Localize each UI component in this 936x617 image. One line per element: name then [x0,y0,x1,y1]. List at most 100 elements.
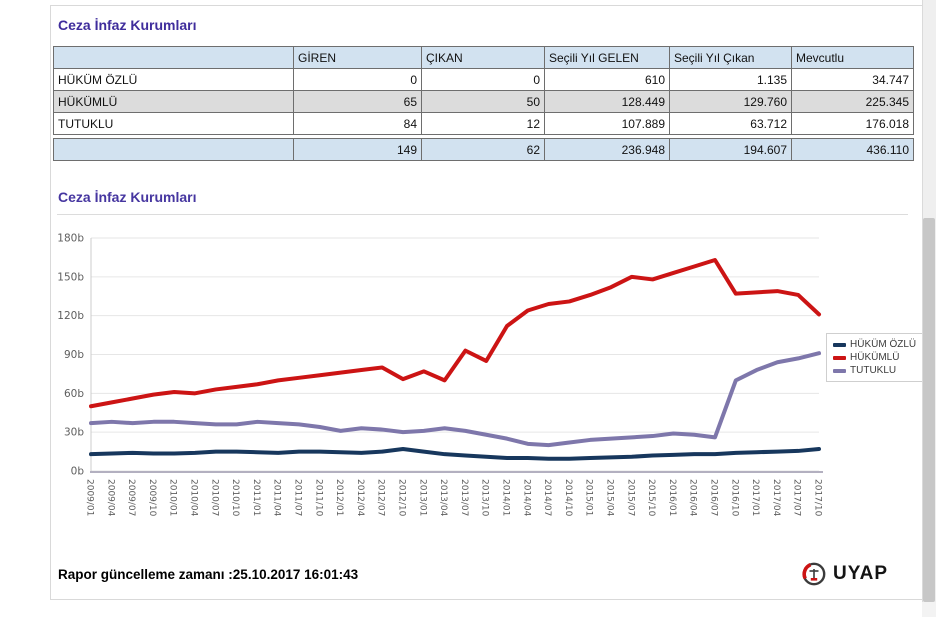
page-title: Ceza İnfaz Kurumları [58,17,197,33]
legend-label: HÜKÜM ÖZLÜ [850,339,917,350]
table-cell: 63.712 [669,112,792,135]
legend-item-hukumlu[interactable]: HÜKÜMLÜ [833,351,916,364]
x-axis-label: 2011/01 [251,479,261,516]
total-cell: 149 [293,138,422,161]
table-cell: 107.889 [544,112,670,135]
total-cell: 62 [421,138,545,161]
legend-swatch-icon [833,342,846,347]
table-header-row: GİREN ÇIKAN Seçili Yıl GELEN Seçili Yıl … [53,46,914,69]
column-header: ÇIKAN [421,46,545,69]
column-header: Seçili Yıl Çıkan [669,46,792,69]
x-axis-label: 2016/04 [688,479,698,517]
y-axis-label: 150b [57,271,84,283]
x-axis-label: 2017/01 [750,479,760,516]
x-axis-label: 2014/01 [501,479,511,516]
x-axis-label: 2011/04 [272,479,282,517]
column-header: GİREN [293,46,422,69]
footer-value: 25.10.2017 16:01:43 [232,567,359,582]
column-header [53,46,294,69]
vertical-scrollbar-thumb[interactable] [923,218,935,602]
column-header: Mevcutlu [791,46,914,69]
chart-title-divider [57,214,908,215]
table-total-row: 149 62 236.948 194.607 436.110 [53,138,914,161]
legend-item-tutuklu[interactable]: TUTUKLU [833,364,916,377]
x-axis-label: 2011/10 [313,479,323,517]
uyap-logo-icon [802,562,826,586]
x-axis-label: 2016/07 [709,479,719,516]
x-axis-label: 2016/10 [729,479,739,517]
uyap-logo: UYAP [801,561,888,587]
report-update-time: Rapor güncelleme zamanı :25.10.2017 16:0… [58,567,358,582]
x-axis-label: 2013/01 [417,479,427,516]
x-axis-label: 2010/10 [230,479,240,517]
legend-label: TUTUKLU [850,365,897,376]
series-line-hukum-ozlu [89,446,821,461]
x-axis-label: 2014/10 [563,479,573,517]
total-cell: 436.110 [791,138,914,161]
x-axis-label: 2010/01 [168,479,178,516]
legend-item-hukum-ozlu[interactable]: HÜKÜM ÖZLÜ [833,338,916,351]
line-chart: 0b 30b 60b 90b 120b 150b 180b 2009/01 2009/04 200… [53,221,925,556]
x-axis-label: 2009/10 [147,479,157,517]
table-cell: 84 [293,112,422,135]
table-cell: 610 [544,68,670,91]
table-cell: 65 [293,90,422,113]
table-cell: 128.449 [544,90,670,113]
legend-swatch-icon [833,368,846,373]
row-label: TUTUKLU [53,112,294,135]
footer-label: Rapor güncelleme zamanı : [58,567,233,582]
x-axis-label: 2012/07 [376,479,386,516]
x-axis-label: 2017/07 [792,479,802,516]
table-cell: 12 [421,112,545,135]
x-axis-label: 2012/01 [334,479,344,516]
report-panel: Ceza İnfaz Kurumları GİREN ÇIKAN Seçili … [50,5,925,600]
table-row: HÜKÜMLÜ 65 50 128.449 129.760 225.345 [53,90,914,113]
x-axis-label: 2015/10 [646,479,656,517]
table-cell: 0 [293,68,422,91]
x-axis-label: 2010/07 [209,479,219,516]
chart-legend: HÜKÜM ÖZLÜ HÜKÜMLÜ TUTUKLU [826,333,925,382]
table-row: HÜKÜM ÖZLÜ 0 0 610 1.135 34.747 [53,68,914,91]
y-axis-label: 60b [64,388,84,400]
column-header: Seçili Yıl GELEN [544,46,670,69]
x-axis-label: 2015/01 [584,479,594,516]
y-axis-label: 90b [64,349,84,361]
table-cell: 129.760 [669,90,792,113]
table-cell: 0 [421,68,545,91]
total-label [53,138,294,161]
y-axis-label: 120b [57,310,84,322]
x-axis-label: 2013/07 [459,479,469,516]
table-cell: 50 [421,90,545,113]
y-axis-label: 30b [64,427,84,439]
x-axis-label: 2012/10 [397,479,407,517]
scrollbar-corner [922,602,936,617]
x-axis-label: 2014/04 [521,479,531,517]
y-axis-label: 180b [57,233,84,245]
legend-label: HÜKÜMLÜ [850,352,900,363]
row-label: HÜKÜM ÖZLÜ [53,68,294,91]
y-axis-label: 0b [71,466,85,478]
total-cell: 236.948 [544,138,670,161]
x-axis-label: 2013/04 [438,479,448,517]
total-cell: 194.607 [669,138,792,161]
totals-row-table: 149 62 236.948 194.607 436.110 [53,138,914,161]
series-line-tutuklu [89,351,821,448]
x-axis-label: 2009/04 [105,479,115,517]
x-axis-label: 2015/07 [625,479,635,516]
row-label: HÜKÜMLÜ [53,90,294,113]
x-axis-label: 2011/07 [293,479,303,516]
x-axis-label: 2009/07 [126,479,136,516]
table-row: TUTUKLU 84 12 107.889 63.712 176.018 [53,112,914,135]
x-axis-label: 2017/10 [813,479,823,517]
series-line-hukumlu [89,258,821,409]
x-axis-label: 2013/10 [480,479,490,517]
legend-swatch-icon [833,355,846,360]
x-axis-label: 2017/04 [771,479,781,517]
x-axis-label: 2010/04 [189,479,199,517]
x-axis-label: 2015/04 [605,479,615,517]
x-axis-label: 2012/04 [355,479,365,517]
table-cell: 1.135 [669,68,792,91]
x-axis-label: 2016/01 [667,479,677,516]
chart-title: Ceza İnfaz Kurumları [58,189,197,205]
table-cell: 225.345 [791,90,914,113]
